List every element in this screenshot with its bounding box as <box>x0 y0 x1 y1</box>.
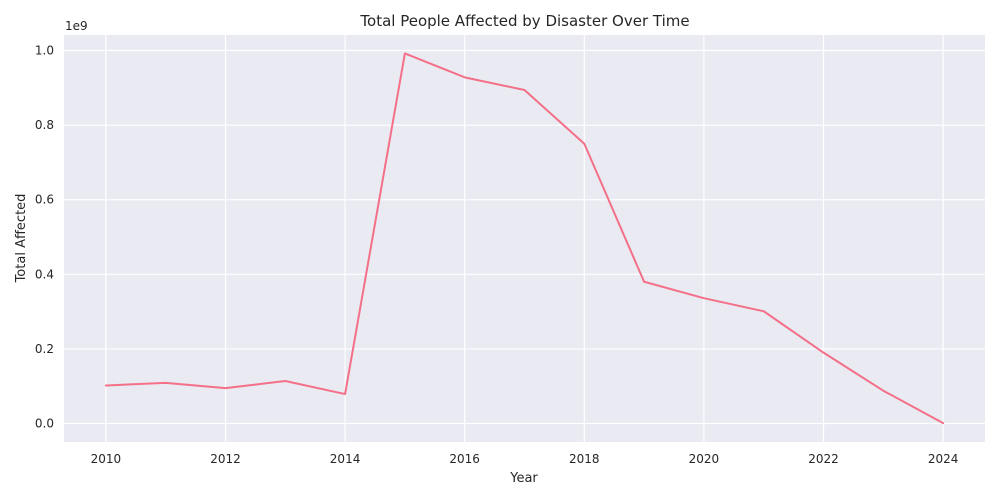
y-tick-label: 0.4 <box>35 267 54 281</box>
plot-area <box>64 35 985 442</box>
y-tick-label: 0.6 <box>35 193 54 207</box>
x-axis-label: Year <box>509 471 538 486</box>
grid-lines <box>64 35 985 442</box>
x-tick-label: 2022 <box>808 452 839 466</box>
y-offset-label: 1e9 <box>65 19 88 33</box>
x-axis-ticks: 2010 2012 2014 2016 2018 2020 2022 2024 <box>91 452 959 466</box>
x-tick-label: 2018 <box>569 452 600 466</box>
x-tick-label: 2012 <box>210 452 241 466</box>
y-tick-label: 0.2 <box>35 342 54 356</box>
x-tick-label: 2014 <box>330 452 361 466</box>
chart-title: Total People Affected by Disaster Over T… <box>359 12 689 30</box>
y-tick-label: 0.0 <box>35 417 54 431</box>
y-tick-label: 1.0 <box>35 43 54 57</box>
x-tick-label: 2010 <box>91 452 122 466</box>
x-tick-label: 2016 <box>449 452 480 466</box>
y-axis-label: Total Affected <box>14 194 29 284</box>
y-axis-ticks: 0.0 0.2 0.4 0.6 0.8 1.0 <box>35 43 54 430</box>
series-line <box>104 52 945 425</box>
y-tick-label: 0.8 <box>35 118 54 132</box>
x-tick-label: 2020 <box>689 452 720 466</box>
x-tick-label: 2024 <box>928 452 959 466</box>
series-lines <box>104 52 945 425</box>
